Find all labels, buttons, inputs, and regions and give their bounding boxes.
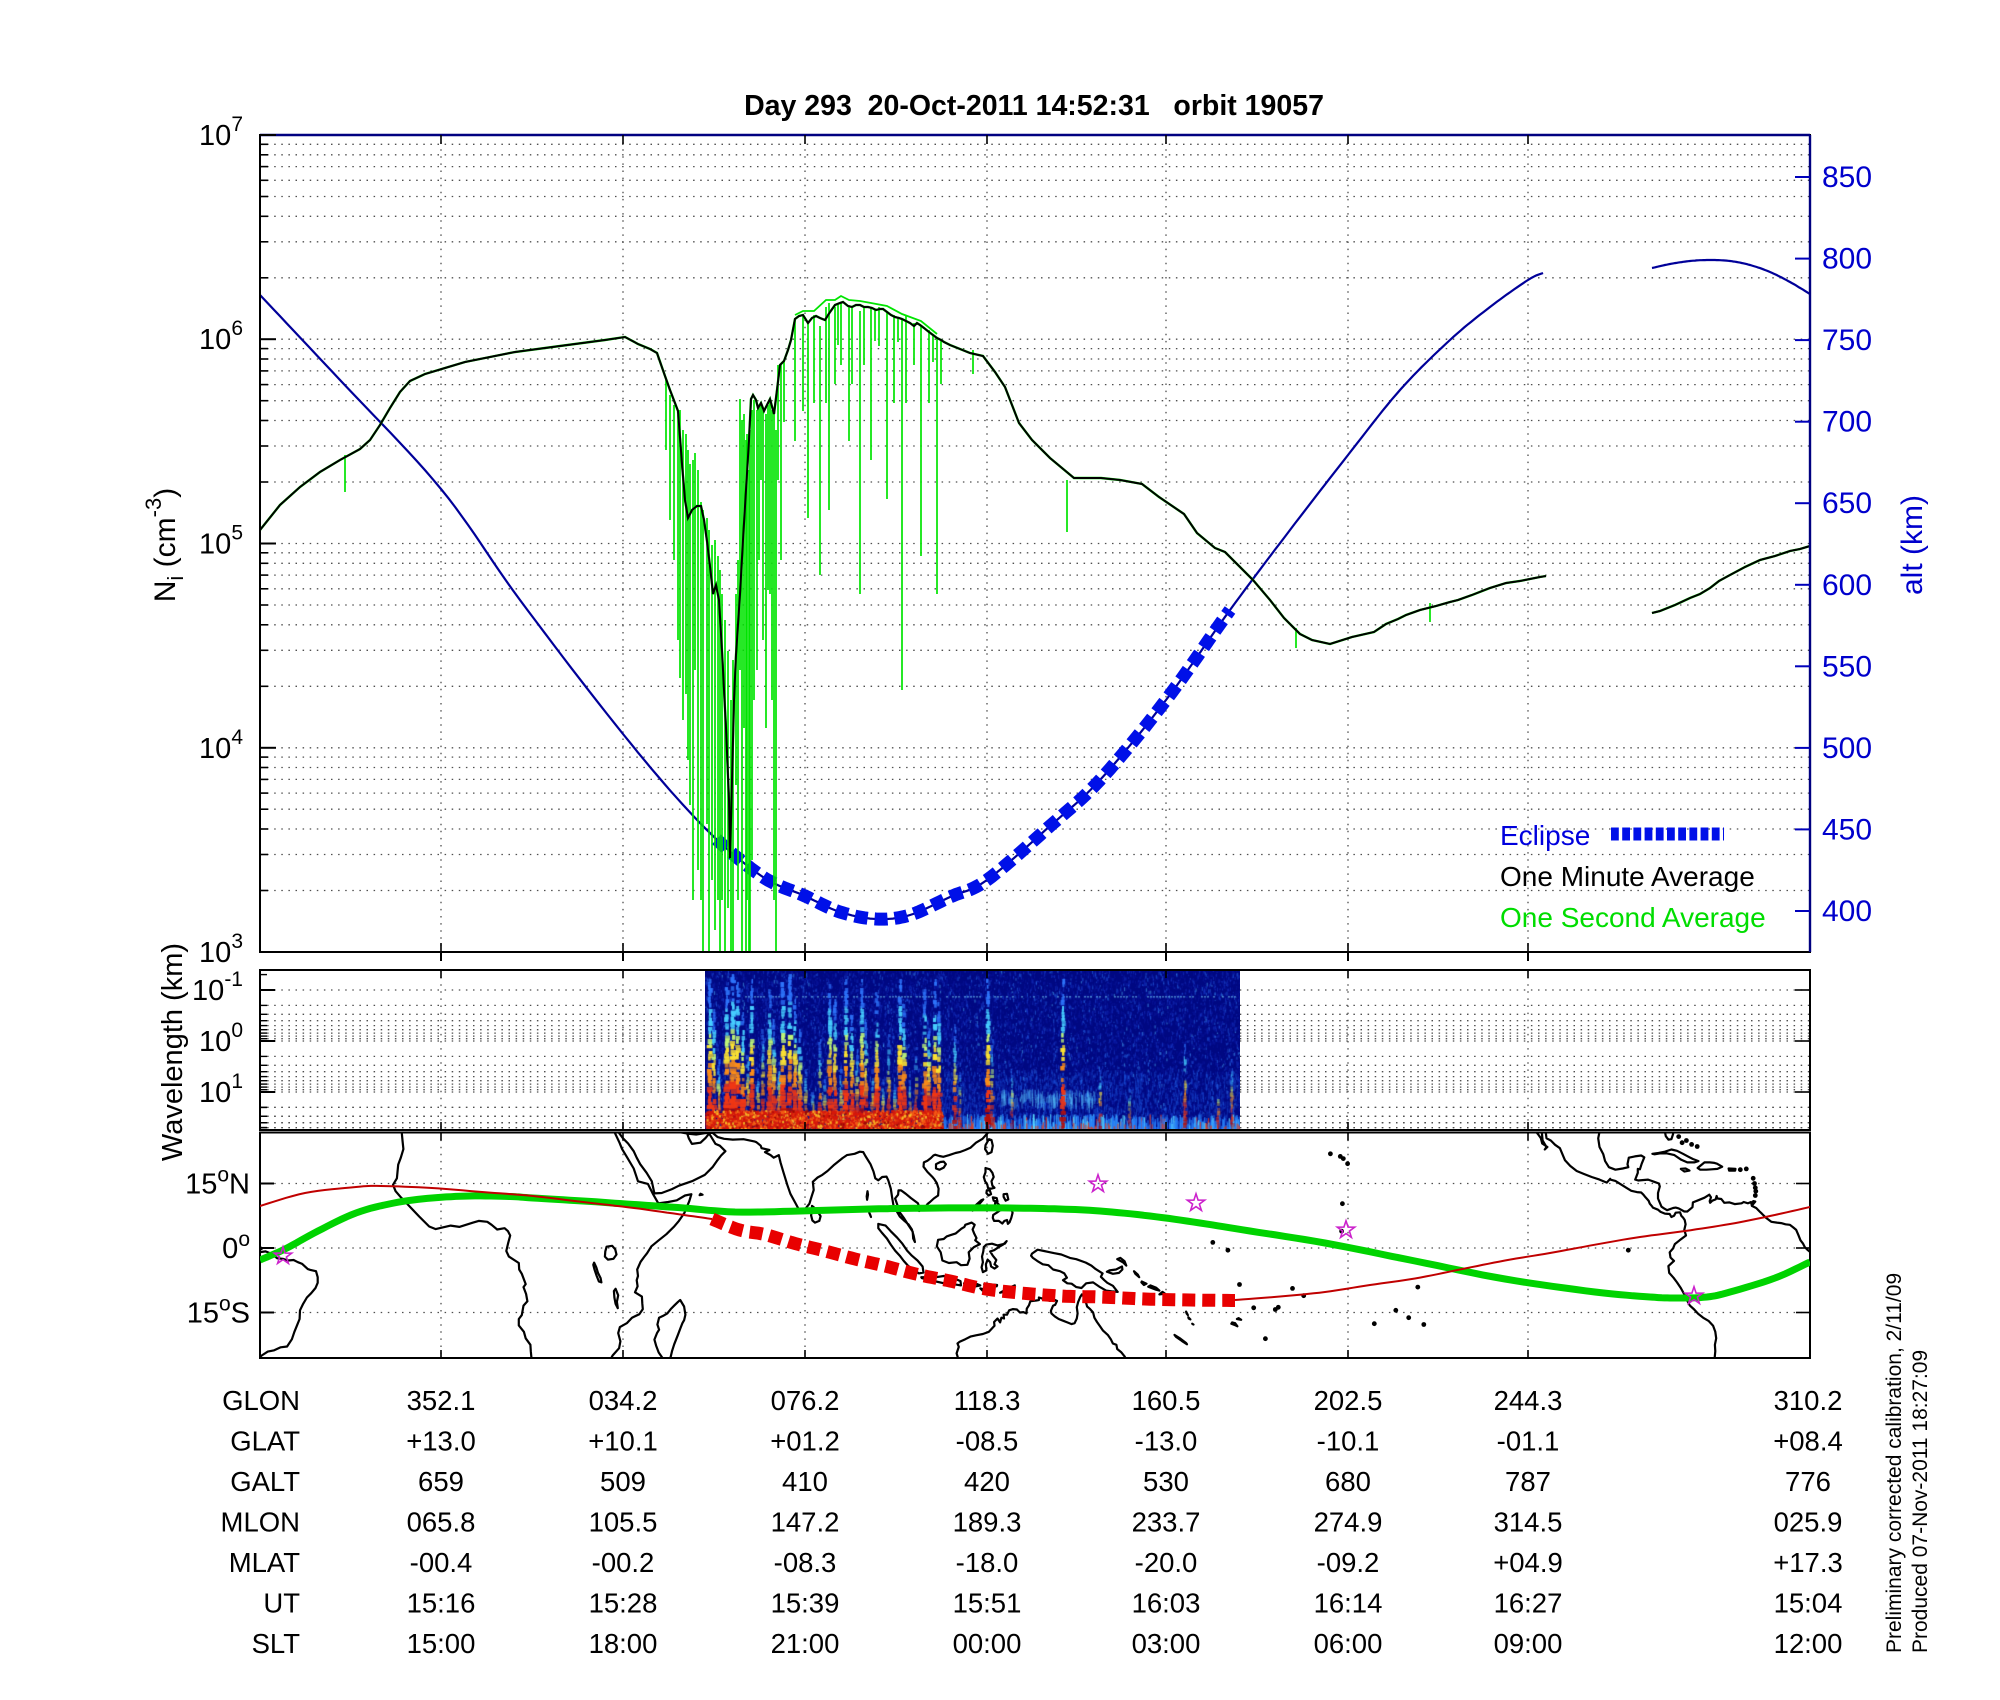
svg-text:MLAT: MLAT [229, 1547, 301, 1578]
svg-text:Ni (cm-3): Ni (cm-3) [141, 488, 188, 602]
svg-text:104: 104 [199, 726, 243, 765]
svg-text:Produced 07-Nov-2011 18:27:09: Produced 07-Nov-2011 18:27:09 [1909, 1350, 1932, 1653]
svg-text:10-1: 10-1 [192, 968, 243, 1007]
svg-text:076.2: 076.2 [771, 1385, 840, 1416]
svg-text:16:14: 16:14 [1314, 1588, 1383, 1619]
svg-text:100: 100 [199, 1019, 243, 1058]
svg-text:One Second Average: One Second Average [1500, 902, 1766, 933]
svg-text:00:00: 00:00 [953, 1628, 1022, 1659]
svg-text:15:00: 15:00 [407, 1628, 476, 1659]
svg-text:MLON: MLON [221, 1507, 300, 1538]
svg-text:310.2: 310.2 [1774, 1385, 1843, 1416]
svg-text:GLAT: GLAT [230, 1426, 300, 1457]
svg-text:800: 800 [1822, 243, 1872, 276]
svg-text:274.9: 274.9 [1314, 1507, 1383, 1538]
svg-text:+10.1: +10.1 [588, 1426, 658, 1457]
svg-text:189.3: 189.3 [953, 1507, 1022, 1538]
svg-text:03:00: 03:00 [1132, 1628, 1201, 1659]
svg-text:GLON: GLON [222, 1385, 300, 1416]
svg-text:alt (km): alt (km) [1896, 495, 1929, 595]
svg-text:103: 103 [199, 930, 243, 969]
svg-text:+13.0: +13.0 [406, 1426, 476, 1457]
svg-text:21:00: 21:00 [771, 1628, 840, 1659]
svg-text:+17.3: +17.3 [1773, 1547, 1843, 1578]
svg-text:659: 659 [418, 1466, 464, 1497]
svg-text:12:00: 12:00 [1774, 1628, 1843, 1659]
svg-text:106: 106 [199, 317, 243, 356]
svg-text:160.5: 160.5 [1132, 1385, 1201, 1416]
svg-text:776: 776 [1785, 1466, 1831, 1497]
svg-text:18:00: 18:00 [589, 1628, 658, 1659]
svg-text:352.1: 352.1 [407, 1385, 476, 1416]
svg-text:Preliminary corrected calibrat: Preliminary corrected calibration, 2/11/… [1883, 1273, 1906, 1653]
svg-text:530: 530 [1143, 1466, 1189, 1497]
svg-text:GALT: GALT [230, 1466, 300, 1497]
svg-text:750: 750 [1822, 324, 1872, 357]
svg-text:-08.5: -08.5 [956, 1426, 1019, 1457]
svg-text:244.3: 244.3 [1494, 1385, 1563, 1416]
svg-text:233.7: 233.7 [1132, 1507, 1201, 1538]
svg-text:202.5: 202.5 [1314, 1385, 1383, 1416]
svg-text:118.3: 118.3 [954, 1385, 1021, 1416]
svg-text:410: 410 [782, 1466, 828, 1497]
svg-text:15oN: 15oN [185, 1164, 250, 1201]
svg-text:314.5: 314.5 [1494, 1507, 1563, 1538]
svg-text:680: 680 [1325, 1466, 1371, 1497]
svg-text:15:39: 15:39 [771, 1588, 840, 1619]
svg-text:-00.4: -00.4 [410, 1547, 473, 1578]
svg-text:105: 105 [199, 522, 243, 561]
svg-text:0o: 0o [222, 1228, 250, 1265]
svg-text:-18.0: -18.0 [956, 1547, 1019, 1578]
svg-text:700: 700 [1822, 406, 1872, 439]
svg-text:509: 509 [600, 1466, 646, 1497]
svg-text:One Minute Average: One Minute Average [1500, 861, 1755, 892]
svg-text:15:28: 15:28 [589, 1588, 658, 1619]
svg-text:UT: UT [263, 1588, 300, 1619]
svg-text:+01.2: +01.2 [770, 1426, 840, 1457]
svg-text:+08.4: +08.4 [1773, 1426, 1843, 1457]
svg-text:15:51: 15:51 [953, 1588, 1022, 1619]
svg-text:107: 107 [199, 113, 243, 152]
svg-text:15oS: 15oS [187, 1293, 250, 1330]
svg-text:400: 400 [1822, 895, 1872, 928]
svg-text:101: 101 [199, 1070, 243, 1109]
svg-text:Eclipse: Eclipse [1500, 820, 1590, 851]
svg-text:650: 650 [1822, 487, 1872, 520]
svg-text:105.5: 105.5 [589, 1507, 658, 1538]
svg-text:SLT: SLT [252, 1628, 301, 1659]
svg-text:06:00: 06:00 [1314, 1628, 1383, 1659]
svg-text:034.2: 034.2 [589, 1385, 658, 1416]
svg-text:450: 450 [1822, 813, 1872, 846]
svg-text:-20.0: -20.0 [1135, 1547, 1198, 1578]
svg-text:-00.2: -00.2 [592, 1547, 655, 1578]
svg-text:025.9: 025.9 [1774, 1507, 1843, 1538]
svg-text:15:16: 15:16 [407, 1588, 476, 1619]
svg-text:065.8: 065.8 [407, 1507, 476, 1538]
svg-text:-08.3: -08.3 [774, 1547, 837, 1578]
svg-text:600: 600 [1822, 569, 1872, 602]
svg-text:500: 500 [1822, 732, 1872, 765]
svg-text:-09.2: -09.2 [1317, 1547, 1380, 1578]
svg-text:147.2: 147.2 [771, 1507, 840, 1538]
svg-text:-13.0: -13.0 [1135, 1426, 1198, 1457]
svg-text:420: 420 [964, 1466, 1010, 1497]
svg-text:550: 550 [1822, 650, 1872, 683]
svg-text:15:04: 15:04 [1774, 1588, 1843, 1619]
svg-text:850: 850 [1822, 161, 1872, 194]
svg-text:Wavelength (km): Wavelength (km) [157, 943, 189, 1161]
svg-text:Day 293 20-Oct-2011 14:52:31: Day 293 20-Oct-2011 14:52:31 orbit 19057 [744, 90, 1324, 122]
svg-text:-10.1: -10.1 [1317, 1426, 1380, 1457]
svg-text:16:03: 16:03 [1132, 1588, 1201, 1619]
svg-text:09:00: 09:00 [1494, 1628, 1563, 1659]
svg-text:+04.9: +04.9 [1493, 1547, 1563, 1578]
svg-text:16:27: 16:27 [1494, 1588, 1563, 1619]
svg-text:787: 787 [1505, 1466, 1551, 1497]
svg-text:-01.1: -01.1 [1497, 1426, 1560, 1457]
